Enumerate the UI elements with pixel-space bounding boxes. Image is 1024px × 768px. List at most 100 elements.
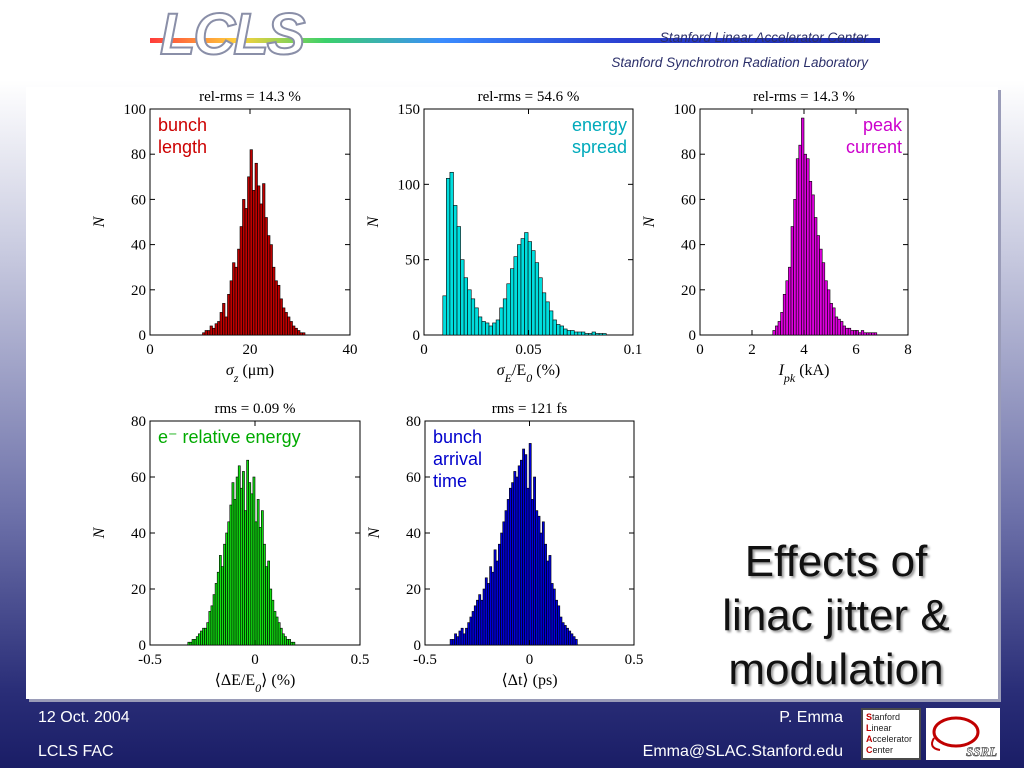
histogram-bar <box>482 588 486 646</box>
x-tick-label: 0 <box>251 652 259 668</box>
histogram-bar <box>502 521 506 646</box>
histogram-bar <box>520 238 525 336</box>
histogram-bar <box>556 324 561 336</box>
chart-title: rel-rms = 54.6 % <box>478 89 580 105</box>
x-tick-label: 20 <box>243 342 258 358</box>
histogram-bar <box>222 303 226 336</box>
histogram-bar <box>520 459 523 646</box>
histogram-bar <box>816 235 820 336</box>
histogram-bar <box>798 144 802 336</box>
histogram-bar <box>204 627 208 646</box>
histogram-bar <box>858 332 862 336</box>
histogram-bar <box>287 316 291 336</box>
histogram-bar <box>224 316 228 336</box>
histogram-bar <box>446 178 451 336</box>
footer-date: 12 Oct. 2004 <box>38 709 130 726</box>
slide-title-line: Effects of <box>744 537 928 586</box>
histogram-bar <box>451 639 455 646</box>
histogram-bar <box>232 262 236 336</box>
histogram-bar <box>231 482 235 646</box>
x-tick-label: 0.5 <box>351 652 370 668</box>
histogram-bar <box>216 571 220 646</box>
histogram-bar <box>234 266 238 336</box>
histogram-bar <box>191 639 195 646</box>
slide-title-line: linac jitter & <box>722 591 950 640</box>
chart-series-label: bunch <box>158 115 207 135</box>
slide-title: Effects of linac jitter & modulation <box>676 535 996 697</box>
y-tick-label: 100 <box>674 102 697 118</box>
y-axis-label: N <box>365 215 382 228</box>
histogram-bar <box>552 588 556 646</box>
histogram-bar <box>237 248 241 336</box>
chart-series-label: e⁻ relative energy <box>158 427 301 447</box>
x-tick-label: -0.5 <box>413 652 437 668</box>
histogram-bar <box>819 248 823 336</box>
histogram-bar <box>467 622 471 646</box>
y-tick-label: 60 <box>131 192 146 208</box>
histogram-bar <box>563 625 567 646</box>
histogram-bar <box>219 555 222 646</box>
histogram-bar <box>292 325 296 336</box>
y-tick-label: 100 <box>124 102 147 118</box>
histogram-bar <box>271 599 275 646</box>
histogram-bar <box>258 527 262 646</box>
x-tick-label: 0.1 <box>624 342 643 358</box>
x-tick-label: 0 <box>696 342 704 358</box>
chart-series-label: peak <box>863 115 903 135</box>
chart-series-label: spread <box>572 137 627 157</box>
y-tick-label: 80 <box>681 147 696 163</box>
histogram-bar <box>559 325 564 336</box>
histogram-bar <box>207 330 211 336</box>
y-tick-label: 0 <box>413 328 421 344</box>
y-axis-label: N <box>91 215 108 228</box>
y-tick-label: 150 <box>398 102 421 118</box>
histogram-bar <box>453 205 458 336</box>
histogram-bar <box>842 325 846 336</box>
histogram-bar <box>782 294 787 336</box>
histogram-bar <box>289 321 293 336</box>
histogram-bar <box>480 599 484 646</box>
histogram-bar <box>871 332 875 336</box>
chart-series-label: bunch <box>433 427 482 447</box>
histogram-bar <box>244 510 247 646</box>
histogram-bar <box>288 639 292 646</box>
histogram-bar <box>229 504 233 646</box>
histogram-bar <box>563 328 568 336</box>
histogram-bar <box>242 471 245 646</box>
histogram-bar <box>279 627 283 646</box>
histogram-bar <box>264 217 268 336</box>
histogram-bar <box>541 292 547 336</box>
histogram-bar <box>847 327 852 336</box>
y-tick-label: 100 <box>398 177 421 193</box>
histogram-bar <box>458 630 462 646</box>
slac-logo-line: Stanford <box>866 712 901 722</box>
chart-title: rel-rms = 14.3 % <box>199 89 301 105</box>
histogram-bar <box>290 641 294 646</box>
y-tick-label: 40 <box>131 526 146 542</box>
histogram-bar <box>827 289 831 336</box>
histogram-bar <box>524 454 528 646</box>
histogram-bar <box>573 331 579 336</box>
histogram-bar <box>528 443 532 646</box>
histogram-bar <box>495 319 500 336</box>
ssrl-ring-icon: SSRL <box>931 716 997 759</box>
histogram-bar <box>442 295 447 336</box>
histogram-bar <box>566 627 569 646</box>
histogram-bar <box>302 332 306 336</box>
histogram-bar <box>481 321 486 336</box>
chart-series-label: time <box>433 471 467 491</box>
chart-title: rel-rms = 14.3 % <box>753 89 855 105</box>
histogram-bar <box>499 307 504 336</box>
histogram-bar <box>537 515 541 646</box>
histogram-bar <box>254 521 258 646</box>
histogram-bar <box>208 611 212 646</box>
histogram-bar <box>538 277 543 336</box>
histogram-bar <box>248 482 252 646</box>
histogram-bar <box>513 256 518 336</box>
histogram-bar <box>790 226 794 336</box>
histogram-bar <box>539 532 543 646</box>
y-tick-label: 0 <box>414 638 422 654</box>
histogram-bar <box>511 482 515 646</box>
